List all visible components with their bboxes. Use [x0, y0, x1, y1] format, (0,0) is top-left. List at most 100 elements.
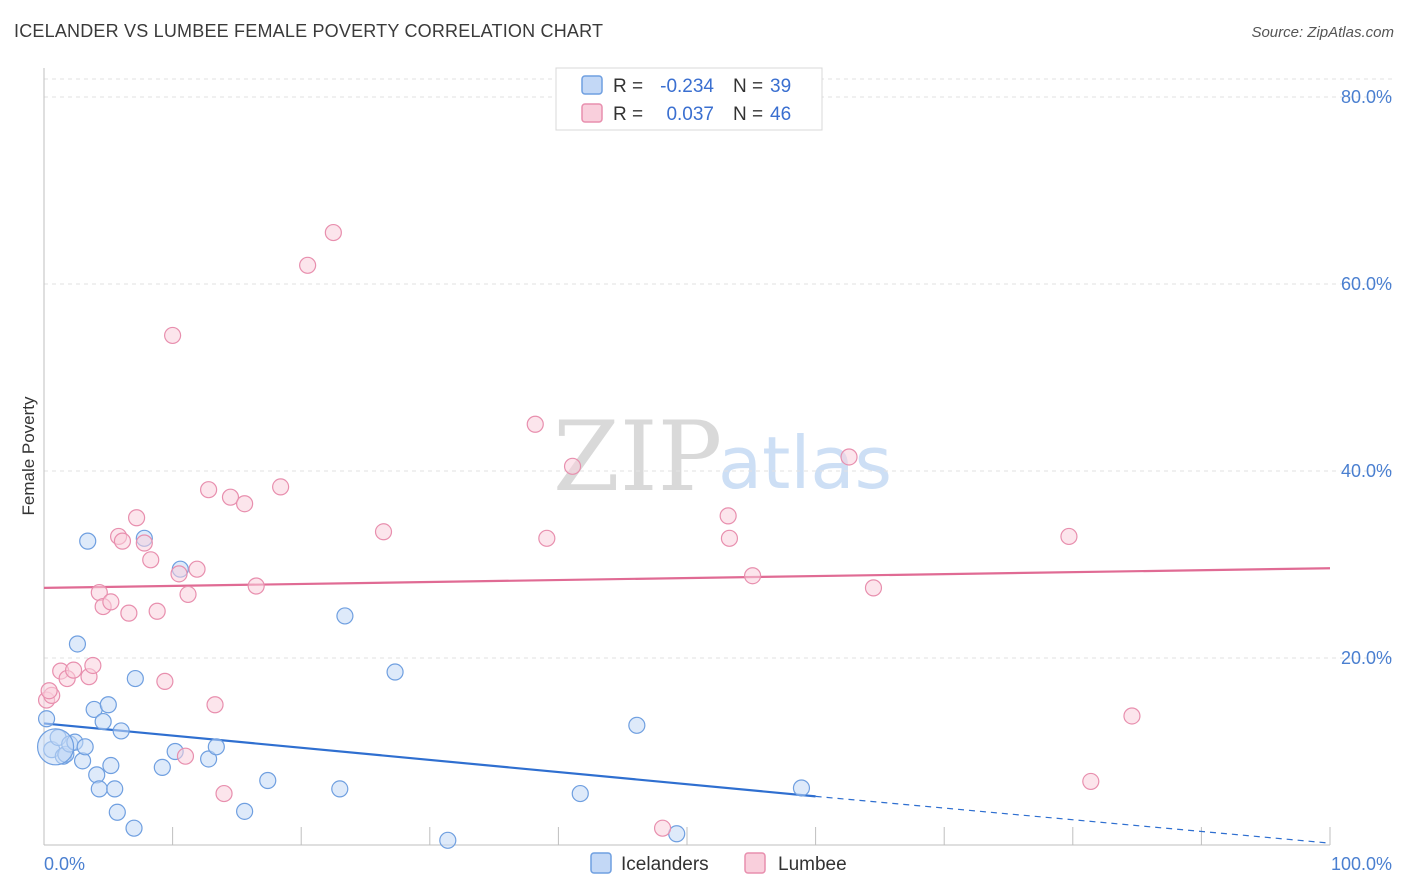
point-icelanders-28: [236, 802, 254, 820]
trendline-icelanders: [43, 722, 816, 798]
legend-n-label-lumbee: N =: [733, 104, 763, 125]
point-icelanders-19: [112, 722, 130, 740]
legend-r-value-lumbee: 0.037: [666, 104, 714, 125]
point-lumbee-26: [221, 488, 240, 506]
point-lumbee-31: [324, 223, 342, 242]
trendline-extension-icelanders: [815, 795, 1331, 844]
legend-n-value-lumbee: 46: [770, 104, 791, 125]
point-lumbee-25: [215, 784, 233, 803]
point-lumbee-33: [526, 415, 544, 433]
point-icelanders-16: [102, 756, 120, 775]
point-lumbee-29: [272, 478, 290, 496]
point-lumbee-22: [188, 560, 206, 578]
point-lumbee-40: [840, 448, 858, 466]
point-lumbee-16: [148, 602, 166, 620]
point-icelanders-34: [571, 784, 589, 803]
point-lumbee-38: [720, 529, 739, 547]
point-lumbee-41: [864, 579, 883, 597]
point-icelanders-23: [153, 758, 171, 776]
point-icelanders-29: [259, 771, 277, 790]
point-lumbee-35: [563, 457, 582, 475]
point-lumbee-37: [719, 507, 737, 525]
point-lumbee-30: [299, 256, 317, 274]
y-tick-label-80: 80.0%: [1341, 87, 1392, 107]
point-icelanders-38: [36, 728, 75, 766]
point-lumbee-21: [179, 585, 197, 604]
point-icelanders-14: [94, 712, 112, 731]
point-icelanders-30: [331, 780, 349, 798]
point-icelanders-9: [76, 738, 94, 756]
point-lumbee-45: [40, 682, 58, 700]
point-lumbee-36: [653, 819, 672, 837]
x-tick-label-max: 100.0%: [1331, 854, 1392, 874]
point-lumbee-4: [64, 661, 83, 679]
point-lumbee-32: [374, 523, 393, 541]
point-icelanders-12: [88, 766, 106, 784]
point-icelanders-26: [200, 750, 218, 768]
legend-swatch-icelanders: [581, 75, 603, 95]
point-icelanders-18: [108, 803, 126, 821]
point-icelanders-32: [386, 663, 404, 681]
point-lumbee-14: [135, 534, 153, 552]
point-icelanders-17: [106, 780, 124, 798]
point-icelanders-27: [207, 738, 225, 756]
point-lumbee-42: [1060, 527, 1078, 546]
point-lumbee-43: [1082, 772, 1100, 791]
point-lumbee-24: [206, 696, 224, 714]
point-lumbee-18: [164, 326, 182, 345]
point-icelanders-15: [99, 696, 117, 714]
point-lumbee-34: [538, 529, 556, 547]
y-tick-label-20: 20.0%: [1341, 648, 1392, 668]
legend-n-value-icelanders: 39: [770, 76, 791, 97]
point-icelanders-13: [90, 780, 108, 798]
point-icelanders-31: [336, 607, 354, 625]
point-lumbee-23: [200, 481, 218, 499]
trend-layer: [43, 567, 1331, 844]
legend-r-label-lumbee: R =: [613, 104, 643, 125]
point-lumbee-15: [142, 551, 160, 569]
watermark-zip: ZIP: [553, 401, 722, 513]
series-legend: Icelanders Lumbee: [590, 852, 847, 875]
series-legend-label-icelanders: Icelanders: [621, 854, 709, 875]
y-tick-label-40: 40.0%: [1341, 461, 1392, 481]
point-icelanders-10: [79, 532, 97, 550]
points-layer: [36, 223, 1141, 849]
point-lumbee-19: [170, 565, 188, 583]
point-icelanders-37: [792, 779, 811, 797]
legend-r-value-icelanders: -0.234: [660, 76, 714, 97]
point-icelanders-0: [37, 710, 56, 728]
series-legend-swatch-icelanders: [590, 852, 612, 874]
legend-r-label-icelanders: R =: [613, 76, 643, 97]
point-icelanders-7: [68, 635, 87, 653]
y-tick-label-60: 60.0%: [1341, 274, 1392, 294]
point-lumbee-39: [743, 567, 762, 585]
point-icelanders-21: [126, 669, 144, 688]
legend-n-label-icelanders: N =: [733, 76, 763, 97]
point-icelanders-20: [125, 819, 143, 837]
point-lumbee-20: [176, 747, 195, 765]
stats-legend: R = -0.234 N = 39 R = 0.037 N = 46: [555, 67, 823, 131]
point-icelanders-33: [439, 831, 457, 849]
point-lumbee-28: [247, 577, 265, 595]
point-lumbee-12: [120, 604, 138, 622]
point-icelanders-8: [73, 752, 92, 770]
point-lumbee-9: [102, 593, 120, 611]
x-tick-label-min: 0.0%: [44, 854, 85, 874]
chart-source: Source: ZipAtlas.com: [1251, 24, 1394, 41]
watermark: ZIP atlas: [553, 401, 892, 513]
point-lumbee-13: [127, 509, 146, 527]
watermark-atlas: atlas: [718, 421, 892, 505]
series-legend-label-lumbee: Lumbee: [778, 854, 847, 875]
point-lumbee-27: [236, 495, 254, 513]
chart-title: ICELANDER VS LUMBEE FEMALE POVERTY CORRE…: [14, 21, 604, 41]
series-legend-swatch-lumbee: [744, 852, 766, 874]
point-lumbee-6: [84, 656, 102, 675]
legend-swatch-lumbee: [581, 103, 603, 123]
point-icelanders-35: [628, 716, 646, 734]
point-lumbee-44: [1123, 707, 1141, 725]
y-axis-label: Female Poverty: [19, 396, 38, 516]
point-lumbee-17: [156, 672, 174, 690]
point-lumbee-11: [113, 532, 132, 550]
trendline-lumbee: [43, 567, 1331, 589]
